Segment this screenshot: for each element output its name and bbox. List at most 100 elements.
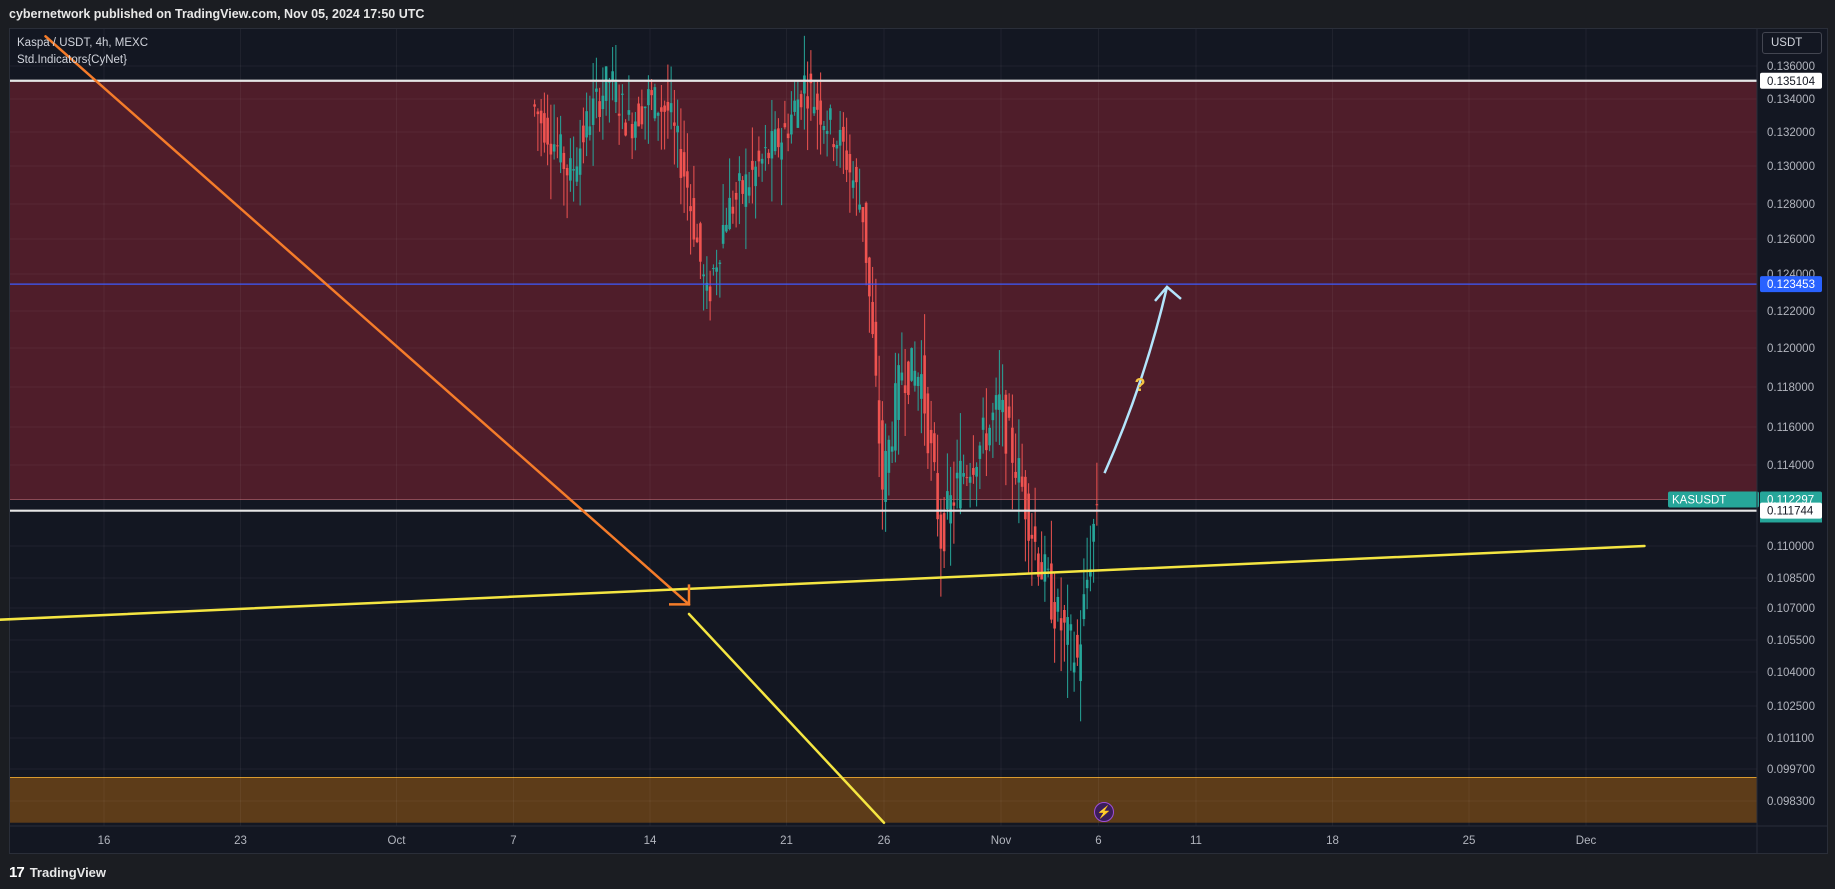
candle-body <box>1059 618 1063 631</box>
candle-body <box>1046 568 1050 570</box>
indicator-line[interactable]: Std.Indicators{CyNet} <box>17 54 127 66</box>
question-mark-annotation: ? <box>1135 375 1146 395</box>
candle-body <box>806 96 809 109</box>
candle-body <box>887 439 891 473</box>
candle-body <box>968 476 972 483</box>
price-tick-label: 0.136000 <box>1767 61 1815 73</box>
candle-body <box>751 160 754 170</box>
candle-body <box>647 89 650 106</box>
footer-brand[interactable]: 17 TradingView <box>9 862 106 882</box>
candle-body <box>565 167 569 176</box>
candle-body <box>634 121 637 138</box>
candle-body <box>669 103 673 113</box>
price-tag <box>1760 276 1822 293</box>
candle-body <box>682 152 686 177</box>
candle-body <box>699 223 702 262</box>
trendline-orange-downtrend <box>44 35 691 606</box>
price-tick-label: 0.107000 <box>1767 603 1815 615</box>
candle-body <box>598 101 601 117</box>
candle-body <box>1066 617 1069 645</box>
candle-body <box>799 94 803 108</box>
price-tick-label: 0.130000 <box>1767 161 1815 173</box>
candle-body <box>673 122 676 126</box>
candle-body <box>900 372 904 381</box>
candle-body <box>773 129 777 152</box>
candle-body <box>829 108 832 120</box>
candle-body <box>780 142 783 160</box>
time-tick-label: 25 <box>1463 835 1476 847</box>
candle-body <box>643 106 647 109</box>
candle-body <box>575 166 579 182</box>
candle-body <box>702 274 705 277</box>
candle-body <box>877 400 881 444</box>
candle-body <box>1011 427 1014 463</box>
candle-body <box>946 491 949 510</box>
orange-arrowhead-icon <box>669 584 691 606</box>
currency-button[interactable]: USDT <box>1762 32 1822 54</box>
publisher-bar: cybernetwork published on TradingView.co… <box>0 0 1835 28</box>
candle-body <box>796 99 800 128</box>
candle-body <box>1079 644 1082 682</box>
candle-body <box>955 472 959 479</box>
candle-body <box>1014 471 1017 478</box>
candle-body <box>991 412 995 421</box>
price-tick-label: 0.116000 <box>1767 422 1814 434</box>
candle-body <box>760 158 764 164</box>
candle-body <box>569 158 572 181</box>
price-tick-label: 0.110000 <box>1767 541 1814 553</box>
price-tick-label: 0.118000 <box>1767 382 1814 394</box>
candle-body <box>1069 624 1073 631</box>
candle-body <box>754 166 757 187</box>
candle-body <box>845 150 848 170</box>
candle-body <box>543 113 546 143</box>
candle-body <box>1027 493 1030 541</box>
time-tick-label: 16 <box>98 835 111 847</box>
candle-body <box>803 75 806 94</box>
candle-body <box>663 105 666 112</box>
candle-body <box>1037 553 1040 577</box>
price-tick-label: 0.132000 <box>1767 127 1815 139</box>
time-tick-label: 23 <box>234 835 247 847</box>
time-tick-label: 18 <box>1326 835 1339 847</box>
candle-body <box>764 147 767 149</box>
candle-body <box>972 468 975 475</box>
candle-body <box>539 110 543 124</box>
candle-body <box>770 131 774 159</box>
candle-body <box>851 180 855 188</box>
candle-body <box>731 206 735 214</box>
candle-body <box>864 202 868 263</box>
candle-body <box>786 133 790 139</box>
candle-body <box>533 104 536 107</box>
candle-body <box>757 150 761 162</box>
candle-body <box>855 166 858 183</box>
candle-body <box>832 144 835 148</box>
candle-body <box>871 301 874 335</box>
candle-body <box>721 224 725 244</box>
candle-body <box>653 87 657 119</box>
price-tick-label: 0.102500 <box>1767 701 1815 713</box>
price-tick-label: 0.099700 <box>1767 764 1815 776</box>
candle-body <box>708 286 712 302</box>
candle-body <box>608 81 611 83</box>
candle-body <box>676 125 679 133</box>
flash-icon[interactable]: ⚡ <box>1094 802 1114 822</box>
candle-body <box>894 383 897 451</box>
candle-body <box>601 95 605 110</box>
candle-body <box>627 110 631 115</box>
candle-body <box>842 126 845 142</box>
candle-body <box>767 152 770 159</box>
candle-body <box>536 111 540 115</box>
candle-body <box>1001 399 1004 413</box>
candle-body <box>994 395 998 410</box>
candle-body <box>965 477 969 479</box>
candle-body <box>1089 569 1092 577</box>
price-tick-label: 0.126000 <box>1767 234 1815 246</box>
candle-body <box>617 113 621 116</box>
candle-body <box>916 376 920 387</box>
candle-body <box>1063 609 1066 623</box>
candle-body <box>725 224 728 232</box>
candle-body <box>744 174 748 207</box>
projection-arrow <box>1103 286 1169 474</box>
symbol-line: Kaspa / USDT, 4h, MEXC <box>17 37 149 49</box>
